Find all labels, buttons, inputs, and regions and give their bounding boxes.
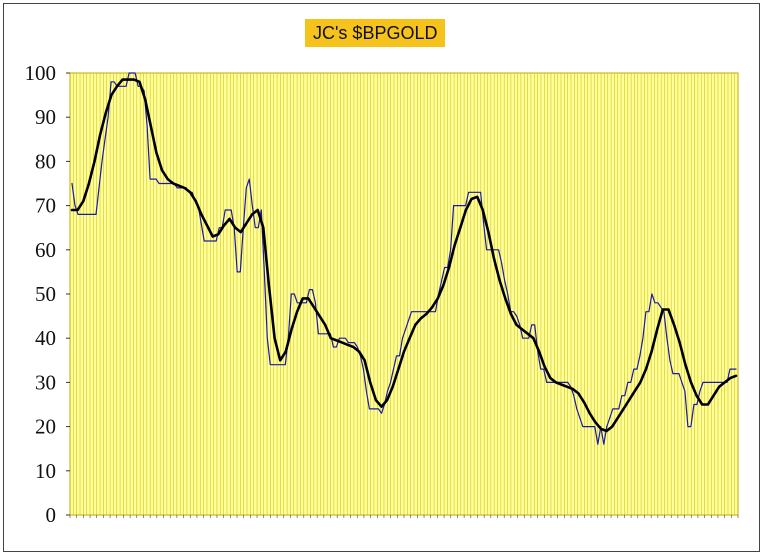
y-tick-label: 90 (35, 105, 56, 129)
y-tick-label: 60 (35, 238, 56, 262)
series-line-smoothed (70, 78, 738, 433)
chart-title: JC's $BPGOLD (305, 19, 446, 47)
y-tick-label: 30 (35, 370, 56, 394)
y-tick-label: 10 (35, 459, 56, 483)
y-tick-label: 100 (25, 61, 57, 85)
y-tick-label: 0 (46, 503, 57, 527)
y-tick-label: 80 (35, 149, 56, 173)
y-tick-label: 70 (35, 194, 56, 218)
y-tick-label: 20 (35, 415, 56, 439)
y-tick-label: 40 (35, 326, 56, 350)
y-tick-label: 50 (35, 282, 56, 306)
